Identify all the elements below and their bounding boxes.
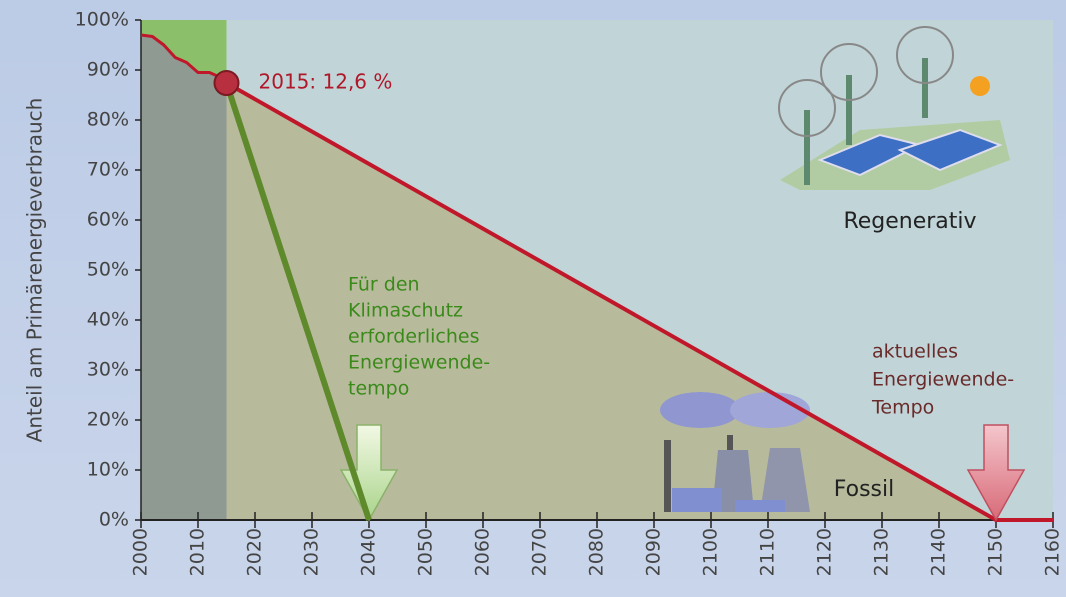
annotation: Energiewende- xyxy=(348,352,490,374)
x-tick-label: 2120 xyxy=(814,528,836,576)
x-tick-label: 2160 xyxy=(1042,528,1064,576)
annotation: erforderliches xyxy=(348,326,480,348)
marker xyxy=(213,70,240,96)
past-region xyxy=(141,35,227,520)
icons xyxy=(660,26,1010,512)
x-tick-label: 2010 xyxy=(187,528,209,576)
y-tick-label: 20% xyxy=(87,409,129,431)
x-tick-label: 2080 xyxy=(586,528,608,576)
x-tick-label: 2050 xyxy=(415,528,437,576)
fossil-area xyxy=(141,35,1053,520)
x-tick-label: 2040 xyxy=(358,528,380,576)
x-tick-label: 2130 xyxy=(871,528,893,576)
y-axis-label: Anteil am Primärenergieverbrauch xyxy=(23,98,47,443)
x-tick-label: 2110 xyxy=(757,528,779,576)
x-tick-label: 2060 xyxy=(472,528,494,576)
y-tick-label: 0% xyxy=(99,509,129,531)
annotation: Für den xyxy=(348,274,420,296)
annotation: aktuelles xyxy=(872,341,958,363)
x-tick-label: 2150 xyxy=(985,528,1007,576)
x-tick-label: 2140 xyxy=(928,528,950,576)
annotation: tempo xyxy=(348,378,409,400)
annotation: Energiewende- xyxy=(872,369,1014,391)
marker-label: 2015: 12,6 % xyxy=(259,70,393,94)
x-tick-label: 2030 xyxy=(301,528,323,576)
x-tick-label: 2000 xyxy=(130,528,152,576)
y-tick-label: 10% xyxy=(87,459,129,481)
y-tick-label: 40% xyxy=(87,309,129,331)
y-tick-label: 60% xyxy=(87,209,129,231)
arrow xyxy=(966,424,1026,522)
annotation: Tempo xyxy=(871,397,934,419)
y-tick-label: 70% xyxy=(87,159,129,181)
y-tick-label: 30% xyxy=(87,359,129,381)
regenerativ-label: Regenerativ xyxy=(843,209,976,234)
y-tick-label: 80% xyxy=(87,109,129,131)
y-tick-label: 100% xyxy=(75,9,129,31)
fossil-label: Fossil xyxy=(834,477,894,502)
y-tick-label: 50% xyxy=(87,259,129,281)
y-tick-label: 90% xyxy=(87,59,129,81)
x-tick-label: 2020 xyxy=(244,528,266,576)
x-tick-label: 2100 xyxy=(700,528,722,576)
annotation: Klimaschutz xyxy=(348,300,463,322)
series-line xyxy=(223,82,372,521)
x-tick-label: 2090 xyxy=(643,528,665,576)
x-tick-label: 2070 xyxy=(529,528,551,576)
